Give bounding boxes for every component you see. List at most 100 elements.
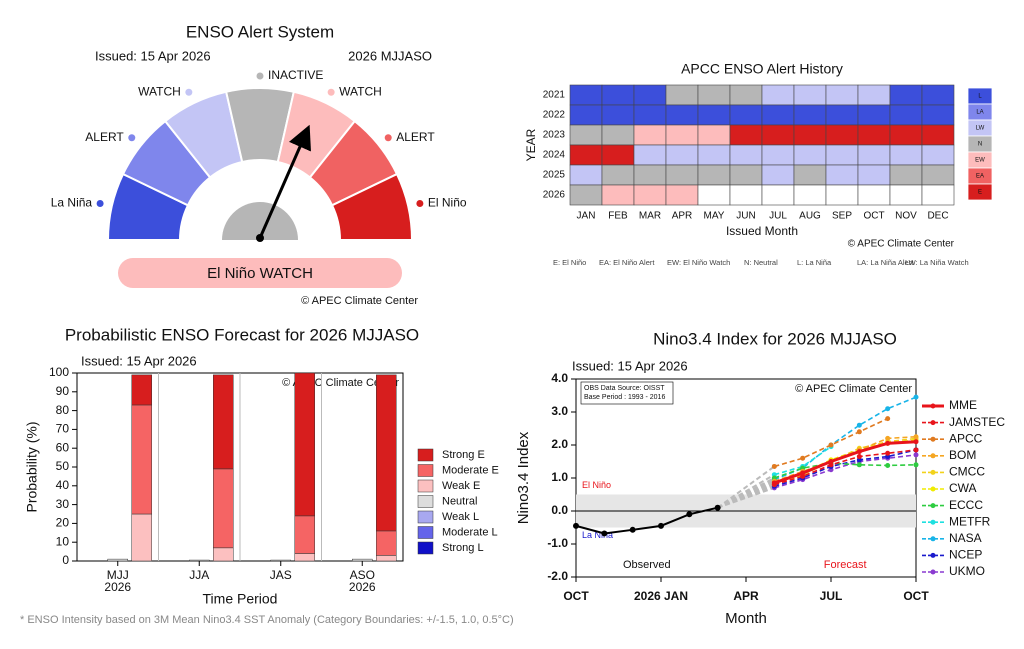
heat-cell (921, 84, 955, 106)
key-label: EW: El Niño Watch (667, 258, 730, 267)
bar-segment (213, 374, 234, 470)
heat-cell (793, 144, 827, 166)
legend-label: EW (975, 158, 985, 164)
heat-cell (921, 184, 955, 206)
heat-cell (761, 124, 795, 146)
heat-cell (569, 164, 603, 186)
y-tick-label: 40 (56, 478, 70, 492)
heat-cell (889, 164, 923, 186)
heat-cell (697, 184, 731, 206)
x-axis-label: Issued Month (726, 224, 798, 238)
legend-label: Weak L (442, 511, 479, 523)
y-axis-label: Nino3.4 Index (515, 431, 532, 524)
legend-label: Strong E (442, 449, 485, 461)
chart-title: APCC ENSO Alert History (681, 61, 843, 77)
x-axis-label: Month (725, 610, 767, 627)
heat-cell (889, 124, 923, 146)
heat-cell (633, 124, 667, 146)
heat-cell (921, 144, 955, 166)
bar-segment (213, 547, 234, 562)
heat-cell (825, 124, 859, 146)
series-point (913, 439, 919, 445)
y-tick-label: -2.0 (547, 569, 568, 583)
heat-cell (921, 104, 955, 126)
x-tick-label: MAY (704, 211, 725, 222)
series-point (885, 450, 891, 456)
bar-segment (376, 530, 397, 556)
bar-segment (131, 374, 152, 406)
y-tick-label: 10 (56, 534, 70, 548)
gauge-season: 2026 MJJASO (348, 48, 432, 63)
heat-cell (729, 144, 763, 166)
heat-cell (569, 184, 603, 206)
legend-swatch (417, 479, 434, 493)
forecast-connector (717, 486, 775, 509)
bar-segment (294, 515, 315, 554)
legend-swatch (417, 448, 434, 462)
series-point (800, 470, 806, 476)
chart-title: Probabilistic ENSO Forecast for 2026 MJJ… (65, 325, 419, 344)
legend-marker (930, 503, 936, 509)
x-tick-label: MAR (639, 211, 661, 222)
legend-label: JAMSTEC (949, 415, 1005, 429)
heat-cell (889, 104, 923, 126)
heat-cell (697, 144, 731, 166)
heat-cell (761, 184, 795, 206)
y-tick-label: 60 (56, 440, 70, 454)
bar-segment (131, 404, 152, 515)
heat-cell (857, 84, 891, 106)
legend-label: L (978, 94, 982, 100)
x-tick-label: DEC (927, 211, 948, 222)
x-tick-label: ASO (350, 568, 375, 582)
legend-marker (930, 453, 936, 459)
x-tick-label: OCT (563, 589, 589, 603)
bar-segment (213, 468, 234, 549)
heat-cell (665, 164, 699, 186)
heat-cell (697, 84, 731, 106)
legend-label: ECCC (949, 498, 983, 512)
heat-cell (633, 104, 667, 126)
gauge-dot (96, 200, 104, 208)
series-line (774, 454, 917, 489)
legend-swatch (967, 183, 993, 201)
note-box (580, 381, 674, 405)
x-tick-label: OCT (903, 589, 929, 603)
series-point (771, 480, 777, 486)
x-tick-label: JUL (769, 211, 787, 222)
heat-cell (921, 164, 955, 186)
y-tick-label: 90 (56, 384, 70, 398)
observed-point (573, 522, 579, 529)
key-label: LW: La Niña Watch (905, 258, 969, 267)
x-tick-label: MJJ (107, 568, 129, 582)
heat-cell (793, 164, 827, 186)
y-tick-label: 80 (56, 403, 70, 417)
series-point (856, 422, 862, 428)
heat-cell (761, 144, 795, 166)
source-note: Base Period : 1993 - 2016 (584, 394, 665, 401)
gauge-dot (384, 134, 392, 142)
series-point (885, 462, 891, 468)
gauge-label: INACTIVE (268, 68, 323, 82)
key-label: E: El Niño (553, 258, 586, 267)
x-tick-label: JUL (820, 589, 843, 603)
legend-marker (930, 536, 936, 542)
heat-cell (793, 84, 827, 106)
heat-cell (569, 144, 603, 166)
heat-cell (601, 124, 635, 146)
legend-label: Neutral (442, 495, 477, 507)
heat-cell (601, 84, 635, 106)
heat-cell (729, 184, 763, 206)
chart-issued: Issued: 15 Apr 2026 (81, 353, 197, 368)
series-point (800, 455, 806, 461)
series-point (913, 394, 919, 400)
legend-label: CMCC (949, 465, 985, 479)
x-tick-label: JJA (189, 568, 209, 582)
y-tick-label: 2026 (543, 190, 566, 201)
heat-cell (601, 164, 635, 186)
status-pill (118, 258, 402, 288)
chart-credit: © APEC Climate Center (848, 239, 955, 250)
heat-cell (857, 184, 891, 206)
y-tick-label: 30 (56, 497, 70, 511)
gauge-hub (222, 202, 298, 240)
alert-gauge: ENSO Alert System Issued: 15 Apr 2026 20… (51, 22, 467, 306)
